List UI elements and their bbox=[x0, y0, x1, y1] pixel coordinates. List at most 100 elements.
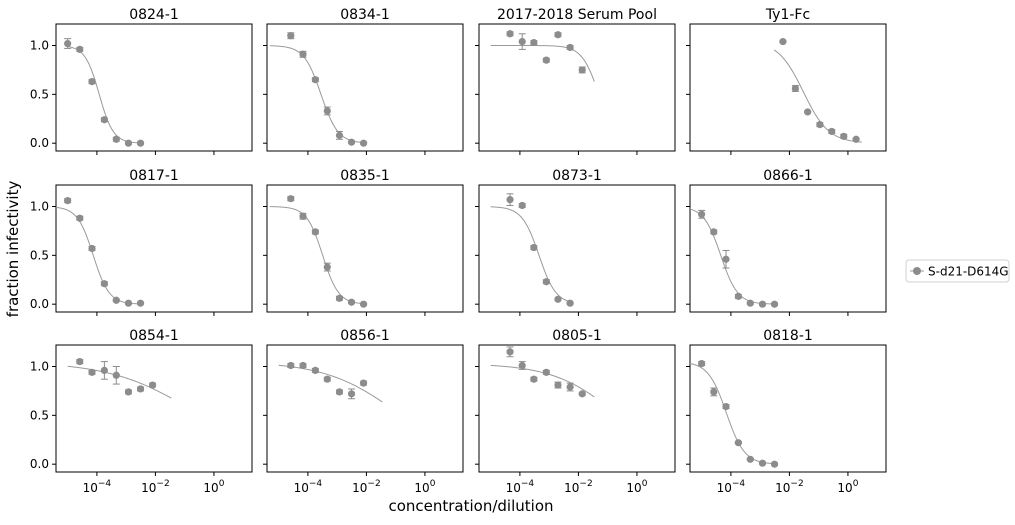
panel-title: Ty1-Fc bbox=[765, 7, 810, 23]
data-point bbox=[136, 299, 145, 307]
data-point bbox=[76, 358, 84, 366]
x-tick-label: 100 bbox=[414, 479, 435, 495]
data-point bbox=[542, 368, 550, 376]
data-point bbox=[722, 402, 730, 411]
legend-frame bbox=[905, 259, 1010, 283]
data-point bbox=[554, 31, 562, 39]
panel-frame bbox=[689, 344, 887, 473]
x-tick-label: 10−4 bbox=[506, 479, 535, 495]
data-point bbox=[779, 37, 787, 46]
panel: 0866-1 bbox=[686, 168, 887, 316]
x-tick-label: 100 bbox=[203, 479, 224, 495]
panel-frame bbox=[266, 23, 464, 152]
data-point bbox=[323, 107, 331, 115]
panel-title: 0824-1 bbox=[129, 7, 179, 23]
panel-title: 0834-1 bbox=[340, 7, 390, 23]
data-point bbox=[311, 366, 319, 374]
x-tick-label: 10−2 bbox=[141, 479, 170, 495]
panel-title: 0866-1 bbox=[763, 168, 813, 184]
panel-title: 0873-1 bbox=[552, 168, 602, 184]
data-point bbox=[136, 139, 145, 147]
data-point bbox=[566, 383, 574, 391]
data-point bbox=[76, 214, 84, 222]
panel: 0824-1 0.0 0.5 1.0 bbox=[30, 7, 253, 155]
fit-curve bbox=[490, 364, 595, 398]
panel-frame bbox=[55, 184, 253, 313]
panel-title: 0835-1 bbox=[340, 168, 390, 184]
data-point bbox=[804, 108, 812, 116]
figure-xlabel: concentration/dilution bbox=[388, 497, 553, 515]
data-point bbox=[88, 78, 96, 86]
data-point bbox=[64, 197, 72, 205]
x-tick-label: 100 bbox=[837, 479, 858, 495]
panel-title: 0805-1 bbox=[552, 328, 602, 344]
x-tick-label: 100 bbox=[626, 479, 647, 495]
data-point bbox=[710, 228, 718, 236]
data-point bbox=[791, 84, 799, 93]
data-point bbox=[734, 292, 742, 300]
fit-curve bbox=[269, 45, 364, 144]
legend-marker-icon bbox=[913, 267, 921, 275]
panel: 0805-1 10−4 10−2 100 bbox=[475, 328, 676, 495]
data-point bbox=[758, 300, 767, 308]
data-point bbox=[124, 139, 133, 147]
data-point bbox=[347, 298, 356, 306]
y-tick-label: 0.5 bbox=[30, 408, 49, 422]
data-point bbox=[746, 299, 754, 307]
data-point bbox=[287, 361, 295, 370]
data-point bbox=[88, 368, 96, 376]
data-point bbox=[518, 37, 526, 46]
data-point bbox=[112, 135, 120, 143]
data-point bbox=[518, 361, 526, 370]
panel: 0835-1 bbox=[263, 168, 464, 316]
panel-frame bbox=[266, 344, 464, 473]
fit-curve bbox=[689, 362, 775, 465]
data-point bbox=[734, 439, 742, 447]
data-point bbox=[335, 131, 344, 139]
panel: 0817-1 0.0 0.5 1.0 bbox=[30, 168, 253, 316]
data-point bbox=[112, 296, 120, 304]
data-point bbox=[124, 299, 133, 307]
panel: 0818-1 10−4 10−2 100 bbox=[686, 328, 887, 495]
data-point bbox=[506, 196, 514, 204]
data-point bbox=[64, 39, 72, 48]
data-point bbox=[530, 375, 538, 383]
data-point bbox=[770, 300, 779, 308]
data-point bbox=[554, 381, 562, 389]
panel-title: 0854-1 bbox=[129, 328, 179, 344]
panel: 2017-2018 Serum Pool bbox=[475, 7, 676, 155]
x-tick-label: 10−4 bbox=[83, 479, 112, 495]
panel-frame bbox=[55, 23, 253, 152]
y-tick-label: 1.0 bbox=[30, 199, 49, 213]
x-tick-label: 10−4 bbox=[294, 479, 323, 495]
data-point bbox=[554, 295, 562, 303]
y-tick-label: 0.5 bbox=[30, 248, 49, 262]
data-point bbox=[770, 460, 779, 468]
data-point bbox=[542, 278, 550, 286]
panel-frame bbox=[266, 184, 464, 313]
panel-title: 2017-2018 Serum Pool bbox=[497, 7, 657, 23]
data-point bbox=[323, 263, 331, 271]
panel-frame bbox=[478, 184, 676, 313]
panel: 0856-1 10−4 10−2 100 bbox=[263, 328, 464, 495]
legend-label: S-d21-D614G bbox=[928, 265, 1009, 279]
panel: 0834-1 bbox=[263, 7, 464, 155]
data-point bbox=[88, 244, 96, 253]
fit-curve bbox=[269, 206, 364, 305]
panel: Ty1-Fc bbox=[686, 7, 887, 155]
data-point bbox=[100, 366, 108, 374]
data-point bbox=[124, 388, 133, 396]
panel: 0873-1 bbox=[475, 168, 676, 316]
data-point bbox=[722, 255, 730, 263]
fit-curve bbox=[773, 49, 862, 143]
data-point bbox=[578, 66, 586, 74]
data-point bbox=[76, 45, 84, 54]
data-point bbox=[542, 56, 550, 64]
data-point bbox=[299, 212, 307, 220]
data-point bbox=[287, 195, 295, 203]
panel-grid: 0824-1 0.0 0.5 1.0 0834-1 2017-2018 Serum Poo… bbox=[30, 7, 887, 495]
data-point bbox=[112, 371, 120, 379]
data-point bbox=[530, 38, 538, 47]
data-point bbox=[746, 455, 754, 463]
data-point bbox=[698, 210, 706, 218]
